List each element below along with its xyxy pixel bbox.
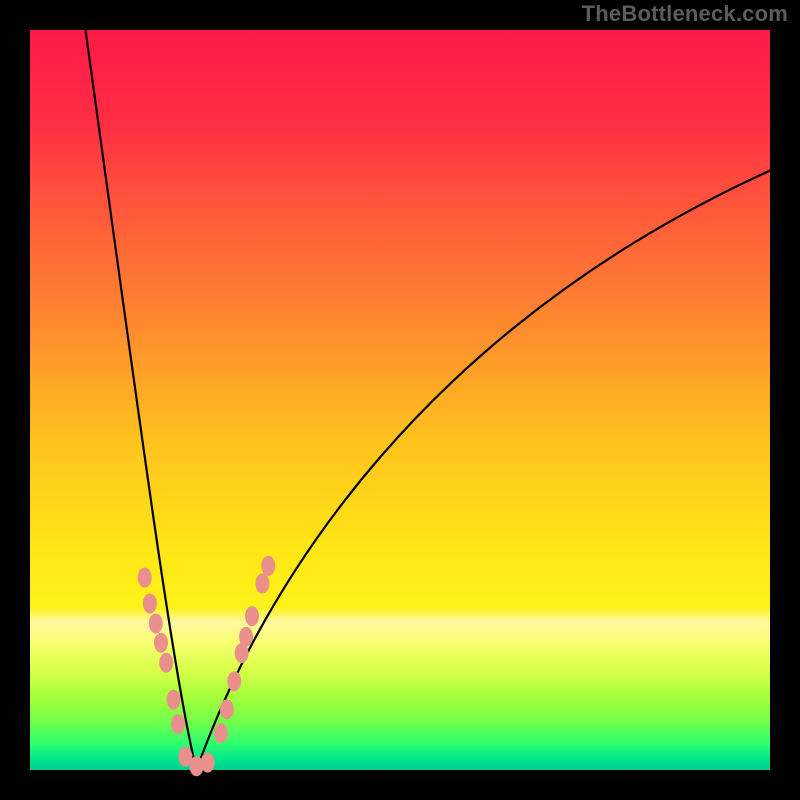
marker-point bbox=[201, 753, 215, 773]
marker-point bbox=[214, 723, 228, 743]
plot-background bbox=[30, 30, 770, 770]
chart-stage: TheBottleneck.com bbox=[0, 0, 800, 800]
marker-point bbox=[154, 633, 168, 653]
watermark-text: TheBottleneck.com bbox=[582, 1, 788, 27]
marker-point bbox=[220, 699, 234, 719]
marker-point bbox=[255, 574, 269, 594]
marker-point bbox=[261, 556, 275, 576]
marker-point bbox=[171, 714, 185, 734]
marker-point bbox=[227, 671, 241, 691]
marker-point bbox=[245, 606, 259, 626]
marker-point bbox=[149, 613, 163, 633]
marker-point bbox=[167, 690, 181, 710]
marker-point bbox=[143, 594, 157, 614]
marker-point bbox=[159, 653, 173, 673]
marker-point bbox=[239, 627, 253, 647]
chart-svg bbox=[0, 0, 800, 800]
marker-point bbox=[138, 568, 152, 588]
